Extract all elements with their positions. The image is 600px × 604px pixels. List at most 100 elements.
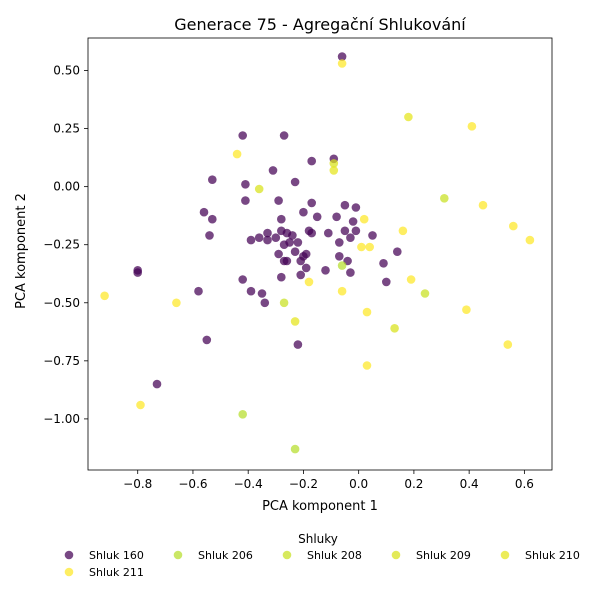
y-tick-label: 0.25	[53, 122, 80, 136]
data-point	[277, 214, 286, 224]
y-tick-label: −0.50	[43, 296, 80, 310]
data-point	[202, 335, 212, 345]
data-point	[525, 235, 535, 245]
data-point	[241, 180, 250, 189]
data-point	[238, 131, 247, 140]
data-point	[290, 444, 300, 454]
data-point	[268, 166, 278, 175]
y-tick-label: −0.25	[43, 238, 80, 252]
data-point	[337, 59, 347, 68]
data-point	[346, 268, 355, 277]
data-point	[478, 200, 488, 210]
data-point	[359, 214, 369, 224]
data-point	[232, 149, 242, 159]
x-tick-label: −0.2	[289, 477, 318, 491]
data-point	[263, 228, 272, 238]
data-point	[307, 228, 317, 238]
data-point	[299, 207, 308, 217]
data-point	[340, 226, 350, 236]
data-point	[301, 263, 311, 273]
x-tick-label: 0.6	[515, 477, 534, 491]
legend-marker	[500, 550, 510, 560]
data-point	[393, 247, 402, 256]
data-point	[246, 235, 256, 245]
data-point	[357, 242, 366, 252]
data-point	[290, 317, 300, 326]
data-point	[462, 305, 471, 315]
legend-marker	[391, 550, 401, 560]
data-point	[279, 240, 289, 249]
data-point	[337, 261, 347, 270]
data-point	[420, 289, 430, 298]
data-point	[257, 289, 267, 298]
y-tick-label: −0.75	[43, 354, 80, 368]
y-tick-label: 0.50	[53, 64, 80, 78]
data-point	[133, 268, 142, 277]
y-axis-label: PCA komponent 2	[14, 193, 29, 309]
data-point	[335, 251, 344, 261]
legend-marker	[173, 550, 183, 560]
data-point	[260, 298, 270, 308]
data-point	[307, 156, 317, 166]
data-point	[136, 400, 145, 410]
data-point	[296, 270, 306, 280]
data-point	[293, 340, 303, 349]
data-point	[274, 249, 283, 259]
data-point	[194, 286, 203, 296]
y-tick-label: 0.00	[53, 180, 80, 194]
data-point	[368, 231, 377, 240]
data-point	[335, 238, 344, 247]
data-point	[329, 159, 339, 168]
data-point	[290, 247, 300, 256]
data-point	[440, 194, 449, 203]
data-point	[205, 231, 214, 240]
data-point	[337, 286, 347, 296]
plot-area-frame	[87, 37, 553, 471]
legend: Shluk 160 Shluk 206 Shluk 208 Shluk 209 Shlu…	[64, 549, 580, 579]
data-point	[100, 291, 109, 301]
data-point	[288, 231, 297, 240]
legend-label: Shluk 160	[89, 549, 144, 562]
data-point	[238, 410, 247, 419]
data-point	[348, 217, 358, 226]
x-tick-label: 0.4	[460, 477, 479, 491]
legend-label: Shluk 210	[525, 549, 580, 562]
data-point	[332, 212, 341, 222]
x-axis-label: PCA komponent 1	[262, 499, 378, 514]
data-point	[277, 272, 286, 282]
data-point	[365, 242, 375, 252]
data-point	[274, 196, 283, 205]
data-point	[271, 233, 281, 242]
data-point	[293, 238, 303, 247]
data-point	[241, 196, 250, 205]
data-point	[312, 212, 322, 222]
data-point	[199, 207, 209, 217]
legend-marker	[282, 550, 292, 560]
data-point	[279, 298, 289, 308]
data-point	[296, 256, 306, 266]
data-point	[382, 277, 391, 287]
data-point	[246, 286, 256, 296]
data-point	[509, 221, 518, 231]
data-point	[208, 175, 217, 184]
x-axis: −0.8 −0.6 −0.4 −0.2 0.0 0.2 0.4 0.6	[123, 470, 534, 491]
data-point	[340, 200, 350, 210]
y-tick-label: −1.00	[43, 412, 80, 426]
x-tick-label: −0.8	[123, 477, 152, 491]
data-point	[254, 184, 264, 194]
data-point	[362, 307, 372, 317]
data-point	[351, 226, 361, 236]
data-point	[503, 340, 513, 349]
data-point	[208, 214, 217, 224]
data-point	[329, 166, 339, 175]
data-point	[307, 198, 317, 208]
data-point	[238, 275, 247, 284]
data-point	[321, 266, 330, 275]
data-point	[304, 277, 314, 287]
data-point	[398, 226, 408, 236]
data-point	[390, 324, 399, 333]
x-tick-label: 0.0	[349, 477, 368, 491]
